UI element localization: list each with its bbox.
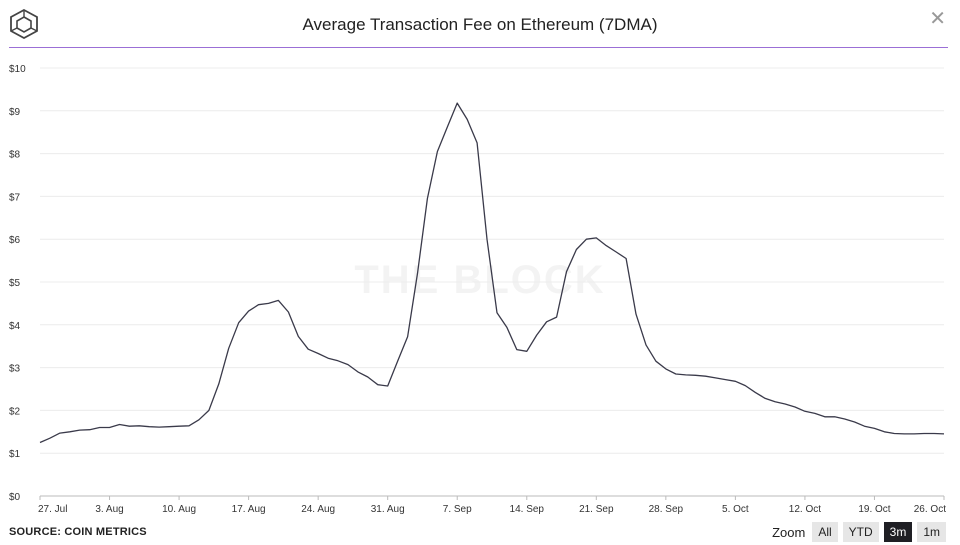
y-tick-label: $8	[9, 150, 21, 161]
zoom-ytd-button[interactable]: YTD	[842, 522, 879, 542]
source-label: SOURCE: COIN METRICS	[9, 526, 147, 538]
x-tick-label: 28. Sep	[649, 504, 684, 515]
y-tick-label: $2	[9, 406, 21, 417]
y-tick-label: $0	[9, 492, 21, 503]
zoom-label: Zoom	[772, 524, 806, 540]
x-axis-ticks: 27. Jul 3. Aug 10. Aug 17. Aug 24. Aug 31. Au…	[38, 496, 946, 515]
x-tick-label: 10. Aug	[162, 504, 196, 515]
chart-header: Average Transaction Fee on Ethereum (7DM…	[0, 0, 960, 48]
y-tick-label: $9	[9, 107, 21, 118]
x-tick-label: 3. Aug	[95, 504, 123, 515]
x-tick-label: 5. Oct	[722, 504, 749, 515]
zoom-all-button[interactable]: All	[812, 522, 838, 542]
grid-lines	[40, 67, 944, 454]
y-tick-label: $6	[9, 235, 21, 246]
x-tick-label: 24. Aug	[301, 504, 335, 515]
y-tick-label: $3	[9, 364, 21, 375]
x-tick-label: 19. Oct	[858, 504, 890, 515]
close-icon[interactable]: ✕	[929, 8, 946, 30]
header-divider	[9, 47, 948, 48]
y-tick-label: $7	[9, 192, 21, 203]
zoom-1m-button[interactable]: 1m	[917, 522, 946, 542]
y-axis-ticks: $0 $1 $2 $3 $4 $5 $6 $7 $8 $9 $10	[9, 64, 26, 503]
zoom-3m-button[interactable]: 3m	[883, 522, 913, 542]
zoom-controls: Zoom All YTD 3m 1m	[772, 522, 946, 542]
x-tick-label: 17. Aug	[232, 504, 266, 515]
x-tick-label: 27. Jul	[38, 504, 67, 515]
y-tick-label: $5	[9, 278, 21, 289]
line-chart: $0 $1 $2 $3 $4 $5 $6 $7 $8 $9 $10 27. Jul 3. Aug 10.…	[9, 64, 946, 515]
cube-logo-icon	[10, 9, 38, 39]
y-tick-label: $1	[9, 449, 21, 460]
chart-title: Average Transaction Fee on Ethereum (7DM…	[302, 15, 658, 34]
x-tick-label: 14. Sep	[510, 504, 545, 515]
y-tick-label: $4	[9, 321, 21, 332]
x-tick-label: 26. Oct	[914, 504, 946, 515]
x-tick-label: 12. Oct	[789, 504, 821, 515]
x-tick-label: 7. Sep	[443, 504, 472, 515]
y-tick-label: $10	[9, 64, 26, 75]
x-tick-label: 21. Sep	[579, 504, 614, 515]
x-tick-label: 31. Aug	[371, 504, 405, 515]
series-line-avg-fee	[39, 102, 945, 444]
